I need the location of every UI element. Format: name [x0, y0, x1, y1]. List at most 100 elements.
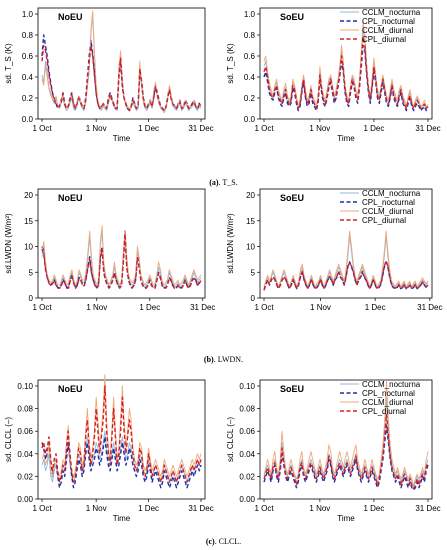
legend-label: CPL_nocturnal — [362, 389, 415, 398]
legend-label: CCLM_diurnal — [362, 26, 413, 35]
series-line-cpl-diurnal — [41, 385, 202, 483]
y-tick-label: 0.10 — [17, 382, 33, 391]
y-tick-label: 1.0 — [244, 10, 256, 19]
x-tick-label: 1 Nov — [310, 303, 331, 312]
y-tick-label: 0.8 — [244, 31, 256, 40]
series-line-cclm-diurnal — [263, 379, 429, 486]
x-tick-label: 1 Oct — [254, 124, 274, 133]
legend-label: CPL_nocturnal — [362, 17, 415, 26]
legend-label: CPL_diurnal — [362, 216, 406, 225]
y-axis-label: sd.LWDN (W/m²) — [226, 213, 235, 274]
y-tick-label: 1.0 — [22, 10, 34, 19]
series-line-cpl-diurnal — [41, 232, 202, 289]
x-tick-label: 1 Nov — [86, 124, 107, 133]
legend-label: CCLM_nocturna — [362, 380, 421, 389]
x-tick-label: 1 Nov — [86, 303, 107, 312]
caption-c-text: . CLCL. — [214, 537, 242, 546]
y-tick-label: 20 — [24, 191, 33, 200]
y-tick-label: 0.08 — [17, 405, 33, 414]
panel-4: 0.00 0.02 0.04 0.06 0.08 0.10 1 Oct 1 Nov 1 Dec 3… — [4, 374, 214, 523]
x-axis-label: Time — [113, 134, 131, 143]
x-tick-label: 1 Oct — [254, 303, 274, 312]
x-tick-label: 1 Oct — [32, 124, 52, 133]
plot-frame — [37, 7, 206, 120]
x-tick-label: 1 Nov — [309, 124, 330, 133]
x-tick-label: 1 Dec — [363, 504, 384, 513]
y-tick-label: 0.4 — [244, 73, 256, 82]
y-axis-label: sd. T_S (K) — [226, 43, 235, 84]
caption-a-label: (a) — [209, 178, 219, 187]
legend-label: CPL_nocturnal — [362, 198, 415, 207]
caption-a-text: . T_S. — [218, 178, 238, 187]
x-axis-label: Time — [337, 514, 355, 523]
series-line-cpl-nocturnal — [263, 44, 429, 112]
legend-label: CCLM_nocturna — [362, 189, 421, 198]
panel-5: 0.00 0.02 0.04 0.06 0.08 0.10 1 Oct 1 Nov 1 Dec 3… — [226, 379, 441, 523]
y-tick-label: 20 — [246, 191, 255, 200]
y-tick-label: 0.08 — [239, 405, 255, 414]
series-line-cpl-diurnal — [263, 36, 429, 110]
x-tick-label: 31 Dec — [415, 124, 440, 133]
y-tick-label: 10 — [246, 243, 255, 252]
plot-frame — [37, 188, 206, 299]
x-axis-label: Time — [337, 134, 355, 143]
y-tick-label: 0.06 — [239, 427, 255, 436]
plot-frame — [259, 188, 433, 299]
legend-label: CPL_diurnal — [362, 407, 406, 416]
plot-frame — [37, 379, 206, 500]
caption-b-label: (b) — [203, 355, 214, 364]
y-tick-label: 0 — [29, 294, 34, 303]
x-tick-label: 1 Oct — [32, 303, 52, 312]
y-axis-label: sd. CLCL (–) — [226, 417, 235, 462]
y-tick-label: 0.00 — [239, 495, 255, 504]
y-tick-label: 0.0 — [22, 115, 34, 124]
panel-title: SoEU — [280, 12, 304, 22]
y-tick-label: 0.8 — [22, 31, 34, 40]
x-tick-label: 1 Oct — [32, 504, 52, 513]
x-tick-label: 1 Dec — [363, 124, 384, 133]
y-tick-label: 0.4 — [22, 73, 34, 82]
x-tick-label: 31 Dec — [190, 303, 215, 312]
y-tick-label: 0.02 — [17, 472, 33, 481]
y-tick-label: 0.04 — [239, 450, 255, 459]
legend-label: CCLM_diurnal — [362, 398, 413, 407]
x-tick-label: 31 Dec — [188, 124, 213, 133]
series-line-cpl-nocturnal — [41, 436, 202, 489]
panel-title: NoEU — [58, 384, 83, 394]
x-tick-label: 1 Dec — [138, 124, 159, 133]
caption-c-label: (c) — [205, 537, 215, 546]
x-axis-label: Time — [113, 514, 131, 523]
panel-title: SoEU — [280, 384, 304, 394]
y-axis-label: sd. T_S (K) — [4, 43, 13, 84]
y-tick-label: 10 — [24, 243, 33, 252]
series-line-cpl-diurnal — [263, 260, 429, 291]
y-tick-label: 5 — [29, 268, 34, 277]
caption-c: (c). CLCL. — [0, 537, 447, 546]
y-tick-label: 0.2 — [22, 94, 34, 103]
series-line-cpl-diurnal — [41, 44, 202, 112]
y-tick-label: 0.02 — [239, 472, 255, 481]
legend-label: CPL_diurnal — [362, 35, 406, 44]
y-tick-label: 0.06 — [17, 427, 33, 436]
plot-frame — [259, 7, 433, 120]
panel-3: 0 5 10 15 20 1 Oct 1 Nov 1 Dec 31 Dec sd.LWDN (W/… — [226, 188, 443, 312]
panel-2: 0 5 10 15 20 1 Oct 1 Nov 1 Dec 31 Dec sd.LWDN (W/… — [4, 188, 215, 312]
x-tick-label: 1 Dec — [138, 504, 159, 513]
y-tick-label: 0.04 — [17, 450, 33, 459]
y-tick-label: 0 — [251, 294, 256, 303]
series-line-cpl-diurnal — [263, 413, 429, 490]
y-tick-label: 0.00 — [17, 495, 33, 504]
panel-1: 0.0 0.2 0.4 0.6 0.8 1.0 1 Oct 1 Nov 1 Dec 31 Dec T… — [226, 7, 441, 143]
y-tick-label: 0.2 — [244, 94, 256, 103]
caption-b: (b). LWDN. — [0, 355, 447, 364]
x-tick-label: 1 Dec — [139, 303, 160, 312]
x-tick-label: 1 Oct — [254, 504, 274, 513]
x-tick-label: 31 Dec — [417, 303, 442, 312]
panel-title: NoEU — [58, 193, 83, 203]
panel-title: SoEU — [280, 193, 304, 203]
legend-label: CCLM_nocturna — [362, 8, 421, 17]
x-tick-label: 31 Dec — [188, 504, 213, 513]
legend-label: CCLM_diurnal — [362, 207, 413, 216]
y-tick-label: 15 — [246, 217, 255, 226]
